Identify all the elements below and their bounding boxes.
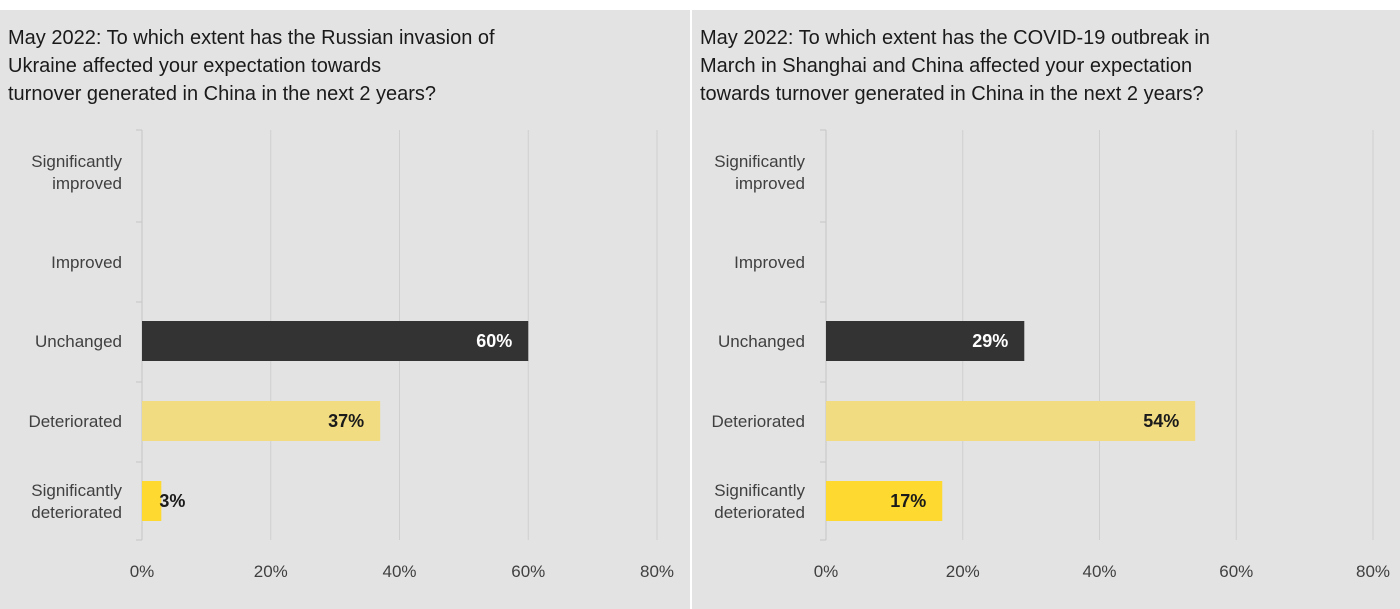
category-label: Deteriorated (711, 412, 805, 431)
bar (826, 401, 1196, 441)
x-tick-label: 20% (946, 562, 980, 581)
x-tick-label: 0% (814, 562, 839, 581)
chart-title: May 2022: To which extent has the COVID-… (700, 24, 1360, 108)
chart-panel-russia: May 2022: To which extent has the Russia… (0, 10, 690, 609)
chart-panel-covid: May 2022: To which extent has the COVID-… (692, 10, 1400, 609)
bar (826, 481, 943, 521)
category-label: Improved (51, 253, 122, 272)
data-label: 29% (972, 331, 1008, 351)
category-label: Significantly improved (31, 152, 122, 193)
chart-title-line: Ukraine affected your expectation toward… (8, 55, 382, 77)
chart-title: May 2022: To which extent has the Russia… (8, 24, 668, 108)
data-label: 37% (328, 411, 364, 431)
chart-title-line: March in Shanghai and China affected you… (700, 55, 1193, 77)
category-label: Deteriorated (28, 412, 122, 431)
data-label: 60% (476, 331, 512, 351)
x-tick-label: 60% (1219, 562, 1253, 581)
chart-title-line: May 2022: To which extent has the Russia… (8, 27, 495, 49)
bar (826, 321, 1025, 361)
chart-title-line: May 2022: To which extent has the COVID-… (700, 27, 1210, 49)
category-label: Significantly deteriorated (31, 481, 122, 522)
category-label: Unchanged (35, 332, 122, 351)
x-tick-label: 40% (382, 562, 416, 581)
category-label: Significantly improved (714, 152, 805, 193)
x-tick-label: 20% (254, 562, 288, 581)
x-tick-label: 0% (130, 562, 155, 581)
bar-chart-russia: Significantly improved Improved Unchanged De… (28, 129, 674, 581)
bar-chart-covid: Significantly improved Improved Unchanged De… (711, 129, 1390, 581)
x-tick-label: 80% (1356, 562, 1390, 581)
x-tick-label: 60% (511, 562, 545, 581)
category-label: Unchanged (718, 332, 805, 351)
bar (142, 481, 162, 521)
chart-title-line: towards turnover generated in China in t… (700, 83, 1204, 105)
data-label: 54% (1143, 411, 1179, 431)
data-label: 17% (890, 491, 926, 511)
bar (142, 401, 381, 441)
category-label: Improved (734, 253, 805, 272)
data-label: 3% (159, 491, 185, 511)
chart-title-line: turnover generated in China in the next … (8, 83, 437, 105)
category-label: Significantly deteriorated (714, 481, 805, 522)
bar (142, 321, 529, 361)
x-tick-label: 80% (640, 562, 674, 581)
x-tick-label: 40% (1082, 562, 1116, 581)
